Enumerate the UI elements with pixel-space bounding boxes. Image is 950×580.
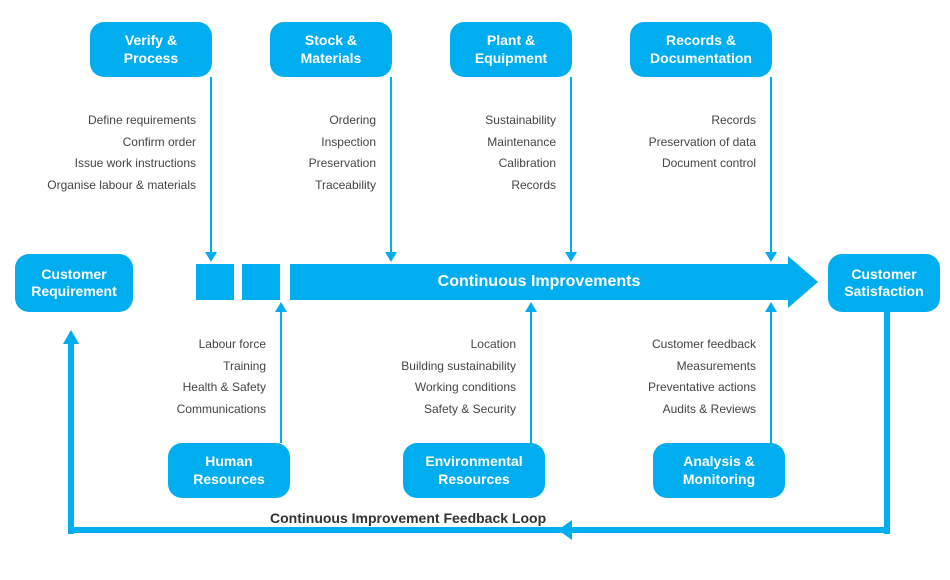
list-item: Confirm order <box>47 132 196 154</box>
arrowhead-up-icon <box>525 302 537 312</box>
customer-requirement-box: CustomerRequirement <box>15 254 133 312</box>
big-arrowhead-icon <box>788 256 818 308</box>
list-item: Preservation <box>309 153 376 175</box>
list-item: Customer feedback <box>648 334 756 356</box>
list-item: Records <box>485 175 556 197</box>
list-item: Measurements <box>648 356 756 378</box>
list-item: Maintenance <box>485 132 556 154</box>
feedback-loop-label: Continuous Improvement Feedback Loop <box>270 510 546 526</box>
list-item: Building sustainability <box>401 356 516 378</box>
connector-line <box>770 312 772 443</box>
top-items-3: RecordsPreservation of dataDocument cont… <box>649 110 756 175</box>
feedback-line <box>68 340 74 534</box>
connector-line <box>210 77 212 252</box>
list-item: Safety & Security <box>401 399 516 421</box>
bottom-box-2: Analysis &Monitoring <box>653 443 785 498</box>
top-box-0: Verify &Process <box>90 22 212 77</box>
list-item: Organise labour & materials <box>47 175 196 197</box>
arrowhead-down-icon <box>385 252 397 262</box>
bottom-items-0: Labour forceTrainingHealth & SafetyCommu… <box>177 334 266 420</box>
top-items-2: SustainabilityMaintenanceCalibrationReco… <box>485 110 556 196</box>
list-item: Preservation of data <box>649 132 756 154</box>
list-item: Issue work instructions <box>47 153 196 175</box>
top-box-1: Stock &Materials <box>270 22 392 77</box>
connector-line <box>280 312 282 443</box>
center-prefix-block-1 <box>242 264 280 300</box>
connector-line <box>570 77 572 252</box>
bottom-items-1: LocationBuilding sustainabilityWorking c… <box>401 334 516 420</box>
arrowhead-down-icon <box>205 252 217 262</box>
list-item: Training <box>177 356 266 378</box>
list-item: Ordering <box>309 110 376 132</box>
arrowhead-left-icon <box>558 520 572 540</box>
center-prefix-block-0 <box>196 264 234 300</box>
list-item: Audits & Reviews <box>648 399 756 421</box>
list-item: Preventative actions <box>648 377 756 399</box>
list-item: Location <box>401 334 516 356</box>
connector-line <box>390 77 392 252</box>
list-item: Labour force <box>177 334 266 356</box>
feedback-line <box>884 312 890 534</box>
arrowhead-down-icon <box>565 252 577 262</box>
connector-line <box>770 77 772 252</box>
bottom-items-2: Customer feedbackMeasurementsPreventativ… <box>648 334 756 420</box>
list-item: Inspection <box>309 132 376 154</box>
list-item: Define requirements <box>47 110 196 132</box>
list-item: Sustainability <box>485 110 556 132</box>
bottom-box-1: EnvironmentalResources <box>403 443 545 498</box>
list-item: Communications <box>177 399 266 421</box>
arrowhead-down-icon <box>765 252 777 262</box>
top-box-3: Records &Documentation <box>630 22 772 77</box>
arrowhead-up-icon <box>275 302 287 312</box>
list-item: Traceability <box>309 175 376 197</box>
list-item: Records <box>649 110 756 132</box>
list-item: Calibration <box>485 153 556 175</box>
list-item: Working conditions <box>401 377 516 399</box>
top-box-2: Plant &Equipment <box>450 22 572 77</box>
arrowhead-up-icon <box>63 330 79 344</box>
feedback-line <box>72 527 890 533</box>
center-bar: Continuous Improvements <box>290 264 788 300</box>
top-items-0: Define requirementsConfirm orderIssue wo… <box>47 110 196 196</box>
top-items-1: OrderingInspectionPreservationTraceabili… <box>309 110 376 196</box>
customer-satisfaction-box: CustomerSatisfaction <box>828 254 940 312</box>
connector-line <box>530 312 532 443</box>
list-item: Health & Safety <box>177 377 266 399</box>
arrowhead-up-icon <box>765 302 777 312</box>
bottom-box-0: HumanResources <box>168 443 290 498</box>
list-item: Document control <box>649 153 756 175</box>
